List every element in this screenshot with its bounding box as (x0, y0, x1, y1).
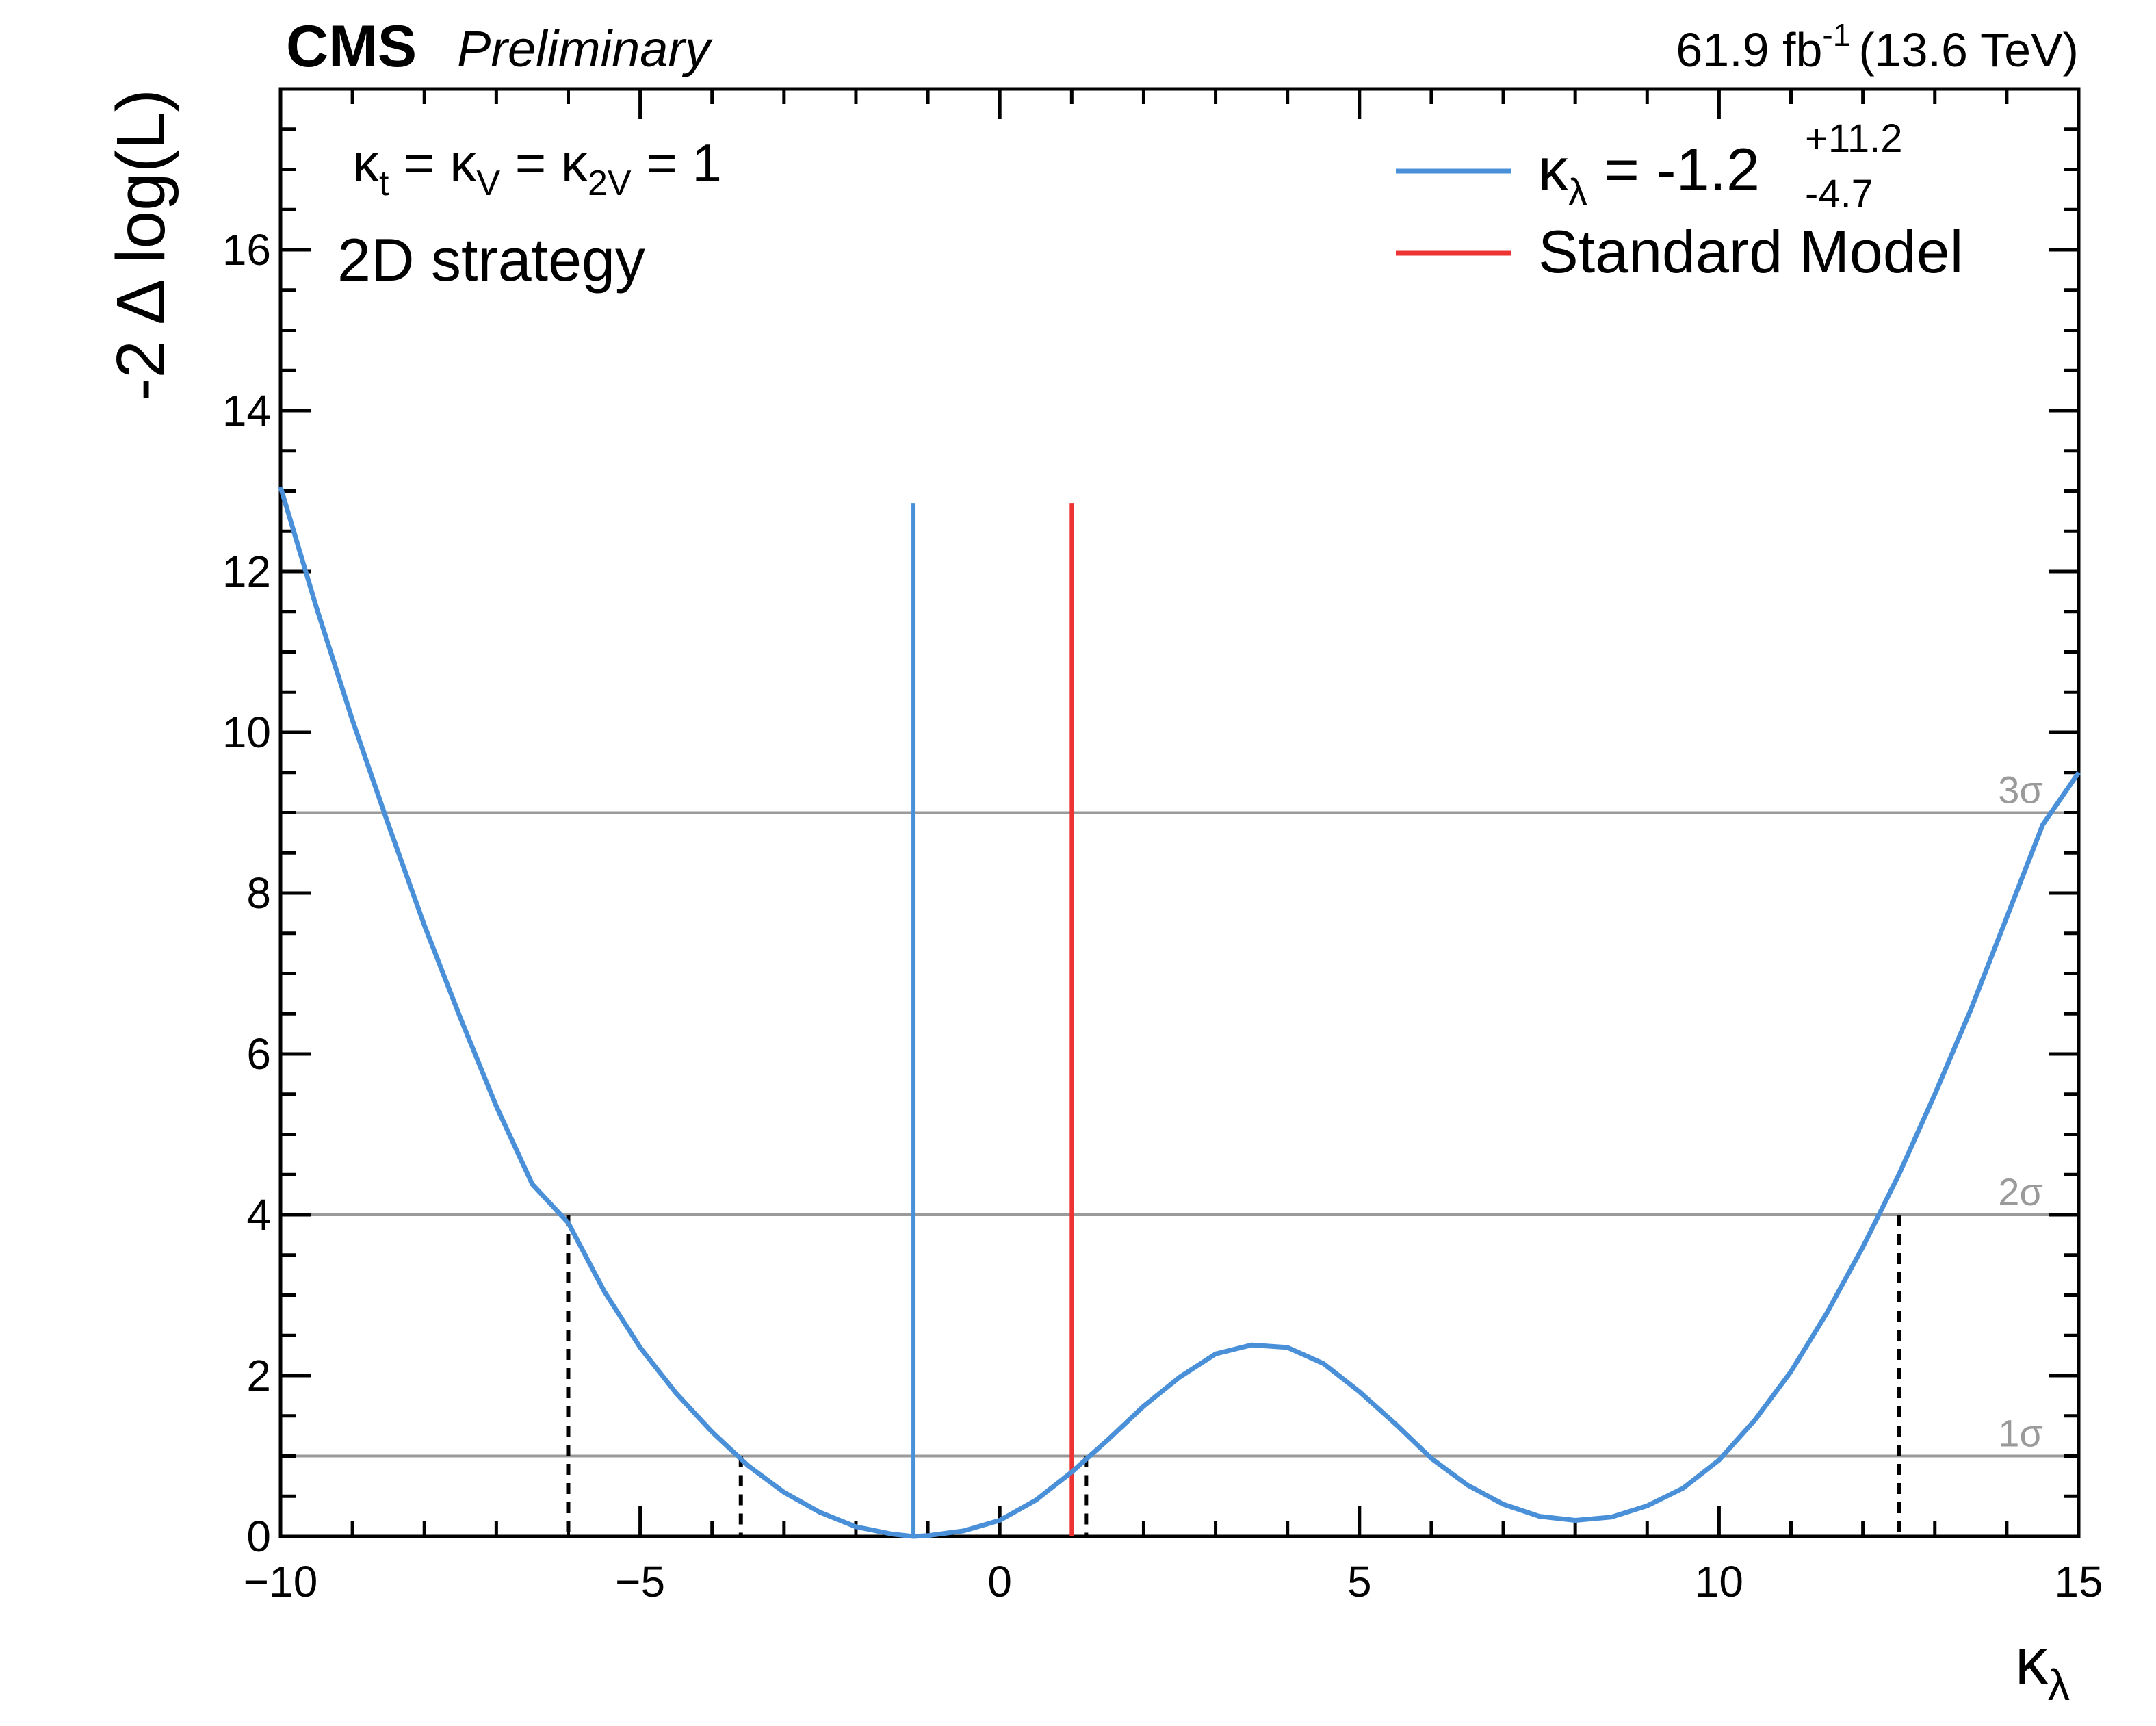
couplings-annotation: κt = κV = κ2V = 1 (352, 133, 722, 203)
luminosity-exponent: -1 (1822, 17, 1850, 53)
legend-fit-lower-error: -4.7 (1805, 172, 1873, 216)
sigma-lines: 1σ 2σ 3σ (281, 769, 2079, 1458)
status-label: Preliminary (457, 21, 713, 77)
legend: κλ = -1.2 +11.2 -4.7 Standard Model (1396, 116, 1963, 285)
luminosity-label: 61.9 fb-1 (13.6 TeV) (1676, 17, 2079, 77)
y-tick-label: 10 (222, 708, 271, 757)
y-tick-label: 12 (222, 547, 271, 596)
y-tick-label: 4 (246, 1190, 271, 1239)
x-tick-label: −10 (244, 1557, 318, 1606)
legend-sm-label: Standard Model (1538, 218, 1963, 285)
y-tick-label: 16 (222, 225, 271, 274)
likelihood-curve (278, 486, 2081, 1539)
sigma-label-1: 1σ (1998, 1412, 2043, 1455)
y-tick-label: 0 (246, 1512, 271, 1561)
experiment-label: CMS (286, 14, 417, 79)
y-axis-title: -2 Δ log(L) (103, 89, 179, 401)
y-tick-labels: 0 2 4 6 8 10 12 14 16 (222, 225, 271, 1561)
y-tick-label: 6 (246, 1029, 271, 1079)
y-tick-label: 8 (246, 868, 271, 918)
y-tick-label: 14 (222, 386, 271, 435)
sigma-label-3: 3σ (1998, 769, 2043, 812)
x-axis-title: κλ (2015, 1625, 2070, 1710)
x-tick-label: −5 (615, 1557, 665, 1606)
x-tick-labels: −10 −5 0 5 10 15 (244, 1557, 2103, 1606)
sigma-label-2: 2σ (1998, 1170, 2043, 1213)
legend-fit-upper-error: +11.2 (1805, 116, 1902, 161)
interval-markers (566, 1215, 1901, 1536)
y-tick-label: 2 (246, 1351, 271, 1400)
strategy-annotation: 2D strategy (337, 226, 645, 294)
legend-fit-label: κλ = -1.2 (1538, 136, 1760, 214)
axis-ticks (278, 87, 2081, 1538)
x-tick-label: 10 (1695, 1557, 1743, 1606)
x-tick-label: 0 (987, 1557, 1012, 1606)
x-tick-label: 5 (1347, 1557, 1372, 1606)
x-tick-label: 15 (2054, 1557, 2103, 1606)
